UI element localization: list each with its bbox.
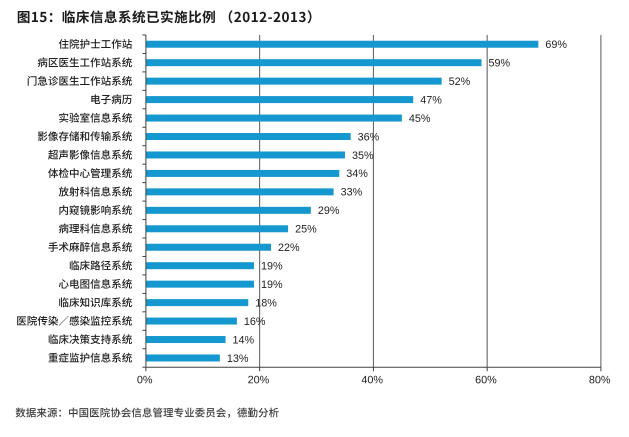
svg-text:69%: 69% bbox=[545, 39, 567, 51]
svg-text:19%: 19% bbox=[261, 260, 283, 272]
svg-text:59%: 59% bbox=[488, 57, 510, 69]
svg-text:45%: 45% bbox=[409, 113, 431, 125]
svg-text:13%: 13% bbox=[227, 353, 249, 365]
svg-text:18%: 18% bbox=[255, 297, 277, 309]
svg-text:34%: 34% bbox=[346, 168, 368, 180]
svg-text:33%: 33% bbox=[341, 187, 363, 199]
svg-text:22%: 22% bbox=[278, 242, 300, 254]
svg-text:35%: 35% bbox=[352, 150, 374, 162]
svg-text:29%: 29% bbox=[318, 205, 340, 217]
svg-text:25%: 25% bbox=[295, 224, 317, 236]
svg-text:14%: 14% bbox=[233, 334, 255, 346]
svg-text:52%: 52% bbox=[449, 76, 471, 88]
svg-text:16%: 16% bbox=[244, 316, 266, 328]
svg-text:19%: 19% bbox=[261, 279, 283, 291]
svg-text:36%: 36% bbox=[358, 131, 380, 143]
svg-text:47%: 47% bbox=[420, 94, 442, 106]
